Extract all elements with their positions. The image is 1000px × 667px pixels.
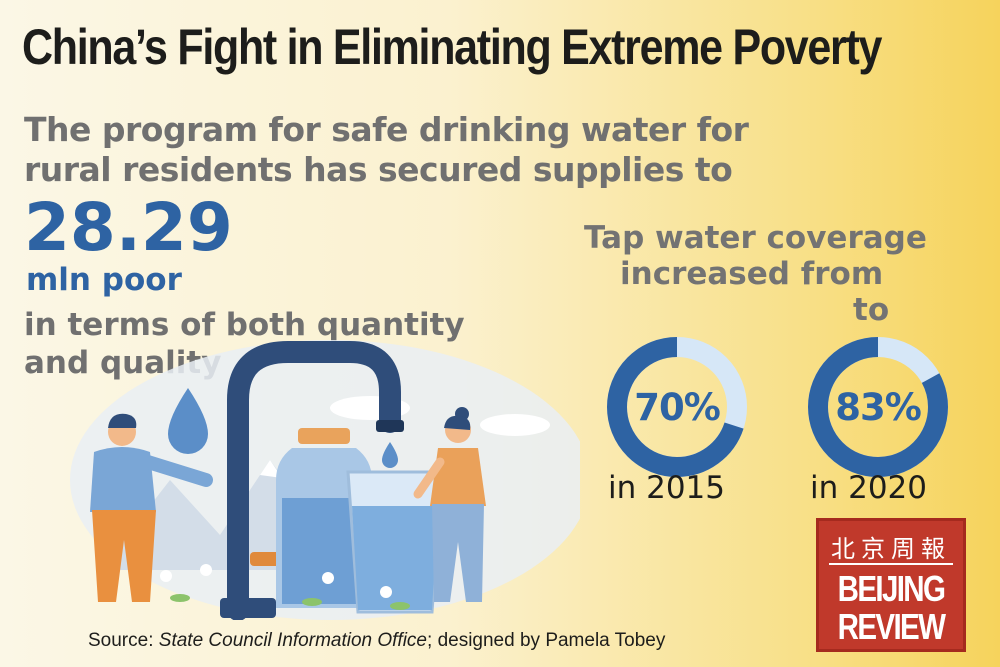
- year-label-2015: in 2015: [608, 470, 726, 506]
- logo-line1: BEIJING: [837, 568, 946, 609]
- coverage-ring-2020: 83%: [805, 334, 951, 480]
- highlight-number: 28.29: [24, 189, 233, 266]
- woman-hair: [444, 415, 471, 430]
- logo-divider: [829, 563, 953, 565]
- glass-water: [352, 506, 438, 610]
- faucet-base: [220, 598, 276, 618]
- coverage-heading-line1: Tap water coverage: [584, 220, 927, 256]
- logo-chinese: 北京周報: [831, 535, 951, 563]
- man-hair: [108, 413, 137, 428]
- source-org: State Council Information Office: [158, 630, 428, 651]
- source-suffix: ; designed by Pamela Tobey: [427, 630, 666, 651]
- coverage-value-2015: 70%: [634, 385, 721, 429]
- intro-text: The program for safe drinking water for …: [24, 110, 749, 189]
- coverage-heading-line2: increased from: [620, 256, 884, 292]
- faucet-tip: [376, 420, 404, 432]
- ring-arc: [808, 337, 948, 477]
- water-drop-icon: [168, 388, 208, 454]
- year-label-2020: in 2020: [810, 470, 928, 506]
- cloud: [480, 414, 550, 436]
- man-arm: [141, 455, 213, 487]
- beijing-review-logo: 北京周報 BEIJING REVIEW: [816, 518, 966, 652]
- flowers: [160, 564, 392, 598]
- coverage-value-2020: 83%: [835, 385, 922, 429]
- man-shirt: [90, 447, 156, 512]
- coverage-ring-2015: 70%: [604, 334, 750, 480]
- source-prefix: Source:: [88, 630, 159, 651]
- water-drop-icon: [382, 442, 398, 468]
- woman-arm: [413, 457, 445, 499]
- bottle-cap: [298, 428, 350, 444]
- coverage-heading-line3: to: [853, 292, 890, 328]
- source-credit: Source: State Council Information Office…: [88, 630, 665, 652]
- man-pants: [92, 510, 156, 602]
- coverage-heading: Tap water coverage increased from to: [560, 220, 960, 328]
- faucet-pipe: [227, 341, 401, 620]
- water-illustration: [70, 340, 580, 620]
- highlight-unit: mln poor: [26, 262, 182, 298]
- leaves: [170, 594, 410, 610]
- woman-top: [430, 448, 486, 506]
- page-title: China’s Fight in Eliminating Extreme Pov…: [22, 19, 882, 75]
- ring-arc: [607, 337, 747, 477]
- logo-line2: REVIEW: [837, 606, 946, 647]
- woman-pants: [432, 504, 484, 602]
